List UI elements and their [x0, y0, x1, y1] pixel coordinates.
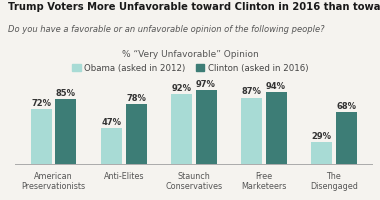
Text: 94%: 94%	[266, 82, 286, 91]
Bar	[196, 90, 217, 164]
Text: 87%: 87%	[242, 87, 261, 96]
Text: 47%: 47%	[101, 118, 122, 127]
Legend: Obama (asked in 2012), Clinton (asked in 2016): Obama (asked in 2012), Clinton (asked in…	[68, 60, 312, 76]
Text: 97%: 97%	[196, 80, 216, 89]
Text: 92%: 92%	[171, 84, 192, 93]
Bar	[55, 99, 76, 164]
Text: Trump Voters More Unfavorable toward Clinton in 2016 than toward Obama in 2012: Trump Voters More Unfavorable toward Cli…	[8, 2, 380, 12]
Text: 29%: 29%	[312, 132, 332, 141]
Bar	[125, 104, 147, 164]
Bar	[311, 142, 332, 164]
Bar	[31, 109, 52, 164]
Bar	[336, 112, 357, 164]
Text: 78%: 78%	[126, 94, 146, 103]
Text: Do you have a favorable or an unfavorable opinion of the following people?: Do you have a favorable or an unfavorabl…	[8, 25, 324, 34]
Text: 85%: 85%	[56, 89, 76, 98]
Bar	[171, 94, 192, 164]
Text: 72%: 72%	[32, 99, 51, 108]
Text: % “Very Unfavorable” Opinion: % “Very Unfavorable” Opinion	[122, 50, 258, 59]
Text: 68%: 68%	[336, 102, 356, 111]
Bar	[266, 92, 287, 164]
Bar	[101, 128, 122, 164]
Bar	[241, 98, 262, 164]
